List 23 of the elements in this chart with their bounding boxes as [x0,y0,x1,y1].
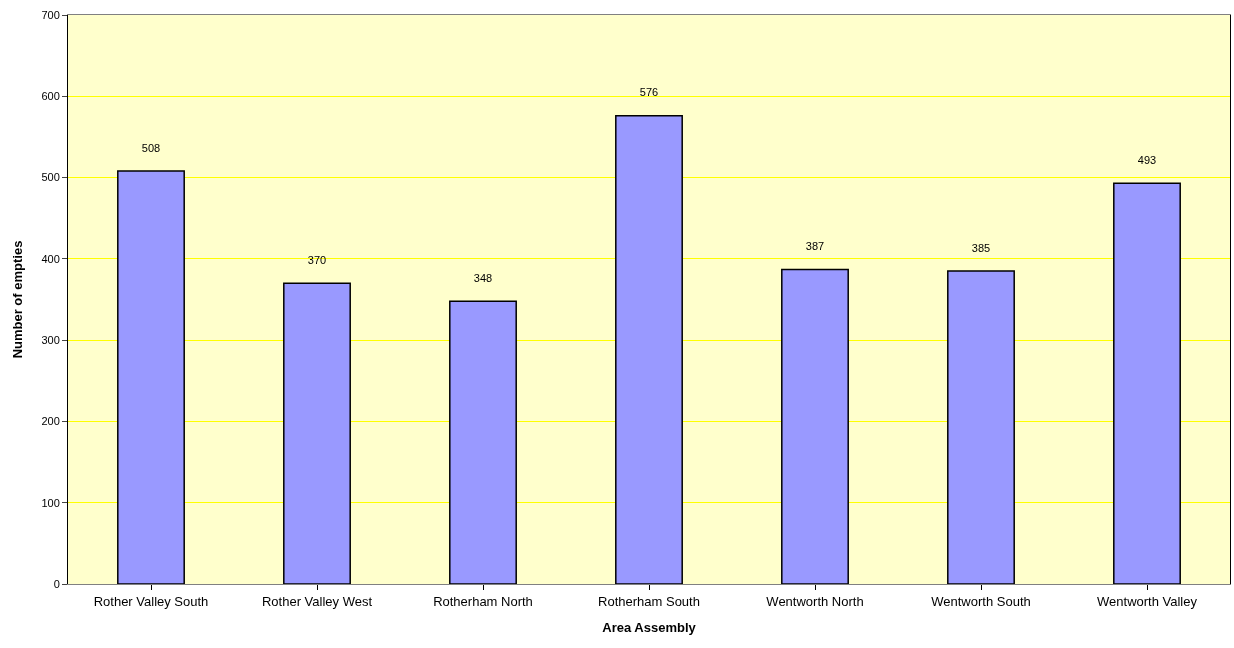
y-tick-label: 500 [41,171,60,184]
data-label: 508 [141,141,161,154]
y-tick-label: 300 [41,333,60,346]
data-label: 385 [971,241,991,254]
x-tick-label: Rother Valley South [93,593,209,609]
y-tick-label: 100 [41,496,60,509]
data-label: 387 [805,240,825,253]
y-tick-label: 700 [41,8,60,21]
y-axis-title: Number of empties [10,240,26,359]
y-tick-label: 0 [53,577,60,590]
x-axis-title: Area Assembly [602,620,697,636]
y-tick-label: 200 [41,415,60,428]
x-tick-label: Wentworth Valley [1097,593,1198,609]
x-tick-label: Rother Valley West [261,593,373,609]
data-label: 493 [1137,153,1157,166]
x-tick-label: Rotherham South [598,593,700,609]
data-label: 576 [639,86,659,99]
x-tick-label: Wentworth North [766,593,864,609]
y-tick-label: 400 [41,252,60,265]
data-label: 348 [473,271,493,284]
x-tick-label: Wentworth South [931,593,1031,609]
y-tick-label: 600 [41,90,60,103]
x-tick-label: Rotherham North [433,593,533,609]
